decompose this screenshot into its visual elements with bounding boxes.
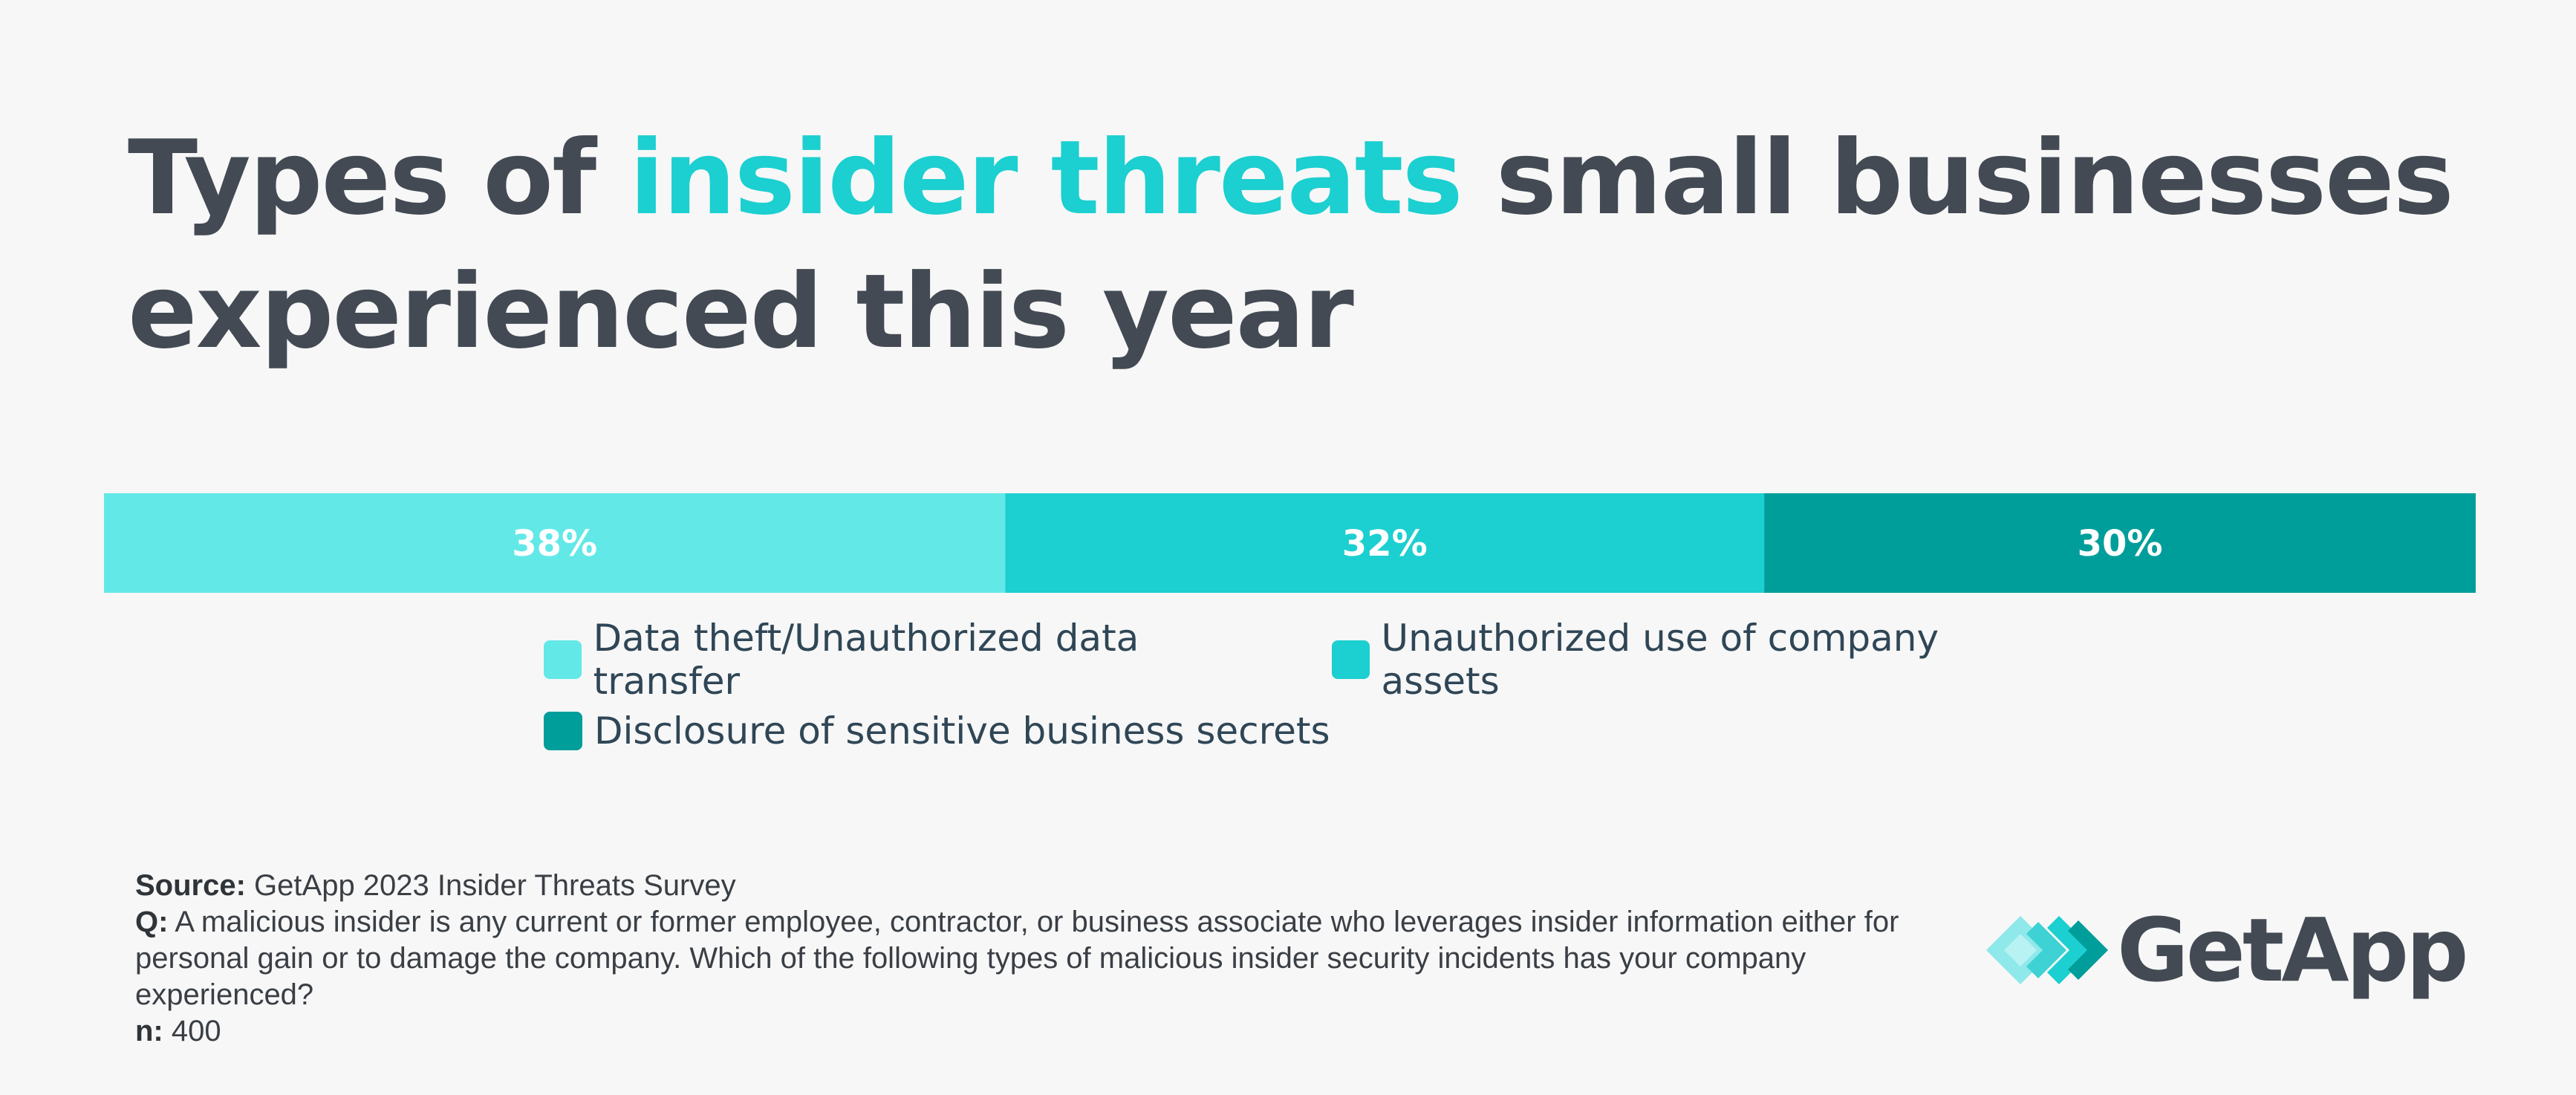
- legend-label-unauthorized-use: Unauthorized use of company assets: [1381, 617, 1939, 703]
- chart-title: Types of insider threats small businesse…: [128, 111, 2505, 379]
- legend-item-unauthorized-use: Unauthorized use of company assets: [1331, 617, 2050, 703]
- legend-item-disclosure: Disclosure of sensitive business secrets: [544, 709, 1330, 753]
- chart-legend: Data theft/Unauthorized data transfer Un…: [544, 617, 2104, 767]
- sample-size-line: n: 400: [135, 1013, 1933, 1050]
- question-label: Q:: [135, 906, 169, 938]
- source-label: Source:: [135, 869, 246, 902]
- legend-swatch-unauthorized-use: [1331, 640, 1370, 679]
- bar-segment-1: [104, 493, 1006, 593]
- legend-swatch-disclosure: [544, 712, 582, 750]
- legend-item-data-theft: Data theft/Unauthorized data transfer: [544, 617, 1278, 703]
- sample-size-label: n:: [135, 1015, 163, 1047]
- title-part2: small businesses experienced this year: [128, 118, 2454, 371]
- title-part1: Types of: [128, 118, 630, 238]
- bar-value-label-1: 38%: [512, 523, 597, 565]
- title-highlight: insider threats: [629, 118, 1463, 238]
- legend-label-data-theft: Data theft/Unauthorized data transfer: [593, 617, 1139, 703]
- bar-segment-2: [1005, 493, 1765, 593]
- question-text: A malicious insider is any current or fo…: [135, 906, 1899, 1011]
- question-line: Q: A malicious insider is any current or…: [135, 904, 1933, 1013]
- getapp-logo: GetApp: [1985, 899, 2469, 1001]
- source-line: Source: GetApp 2023 Insider Threats Surv…: [135, 868, 1933, 904]
- legend-label-disclosure: Disclosure of sensitive business secrets: [594, 709, 1330, 753]
- source-text: GetApp 2023 Insider Threats Survey: [245, 869, 736, 902]
- logo-text: GetApp: [2117, 899, 2469, 1001]
- footer-notes: Source: GetApp 2023 Insider Threats Surv…: [135, 868, 1933, 1050]
- legend-row-1: Data theft/Unauthorized data transfer Un…: [544, 617, 2104, 703]
- getapp-diamond-logo-icon: [1986, 916, 2108, 984]
- bar-value-label-2: 32%: [1342, 523, 1428, 565]
- bar-value-label-3: 30%: [2078, 523, 2163, 565]
- sample-size-text: 400: [163, 1015, 221, 1047]
- legend-row-2: Disclosure of sensitive business secrets: [544, 695, 2104, 767]
- bar-segment-3: [1764, 493, 2476, 593]
- legend-swatch-data-theft: [544, 640, 582, 679]
